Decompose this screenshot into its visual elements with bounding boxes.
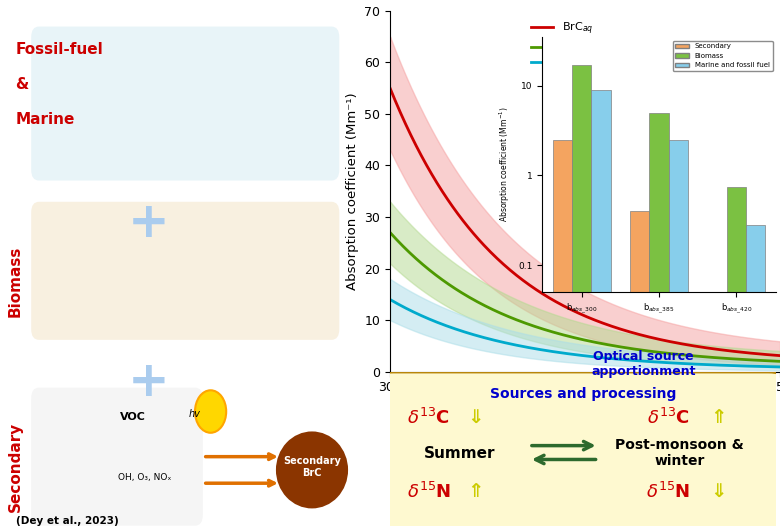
HULIS-n: [618, 344, 627, 350]
Text: (Dey et al., 2023): (Dey et al., 2023): [16, 516, 119, 526]
Ellipse shape: [276, 431, 348, 509]
Text: ⇓: ⇓: [466, 408, 483, 427]
Text: Post-monsoon &
winter: Post-monsoon & winter: [615, 438, 744, 468]
Bar: [746, 225, 765, 531]
HULIS-n: [624, 345, 633, 352]
Text: $\delta^{15}$N: $\delta^{15}$N: [646, 482, 690, 502]
Bar: [591, 90, 611, 531]
HULIS-a: [714, 362, 723, 369]
Text: $\delta^{13}$C: $\delta^{13}$C: [407, 408, 450, 428]
HULIS-n: [714, 355, 723, 361]
BrC$_{aq}$: [739, 349, 748, 356]
Text: hv: hv: [189, 409, 201, 419]
FancyBboxPatch shape: [31, 388, 203, 526]
FancyBboxPatch shape: [31, 202, 339, 340]
HULIS-a: [387, 297, 396, 303]
BrC$_{aq}$: [714, 346, 723, 353]
Text: Fossil-fuel: Fossil-fuel: [16, 42, 103, 57]
Y-axis label: Absorption coefficient (Mm⁻¹): Absorption coefficient (Mm⁻¹): [346, 92, 359, 290]
Legend: Secondary, Biomass, Marine and fossil fuel: Secondary, Biomass, Marine and fossil fu…: [672, 41, 773, 71]
HULIS-a: [616, 356, 626, 363]
HULIS-n: [616, 344, 626, 350]
Line: BrC$_{aq}$: BrC$_{aq}$: [390, 88, 780, 356]
Bar: [553, 140, 572, 531]
Text: Marine: Marine: [16, 112, 75, 126]
BrC$_{aq}$: [618, 327, 627, 333]
HULIS-a: [775, 364, 780, 370]
Text: Biomass: Biomass: [8, 246, 23, 317]
HULIS-n: [775, 358, 780, 364]
Text: $\delta^{15}$N: $\delta^{15}$N: [406, 482, 451, 502]
BrC$_{aq}$: [387, 88, 396, 95]
Text: OH, O₃, NOₓ: OH, O₃, NOₓ: [118, 474, 171, 482]
X-axis label: Wavelength (nm): Wavelength (nm): [517, 400, 653, 414]
HULIS-n: [387, 230, 396, 237]
Line: HULIS-a: HULIS-a: [390, 299, 780, 367]
Y-axis label: Absorption coefficient (Mm$^{-1}$): Absorption coefficient (Mm$^{-1}$): [498, 107, 512, 222]
FancyBboxPatch shape: [31, 27, 339, 181]
Legend: BrC$_{aq}$, HULIS-n, HULIS-a: BrC$_{aq}$, HULIS-n, HULIS-a: [526, 16, 611, 73]
Line: HULIS-n: HULIS-n: [390, 233, 780, 361]
BrC$_{aq}$: [775, 353, 780, 359]
BrC$_{aq}$: [624, 328, 633, 335]
Bar: [668, 140, 688, 531]
Text: VOC: VOC: [119, 412, 146, 422]
HULIS-n: [385, 229, 395, 236]
HULIS-a: [739, 363, 748, 369]
Text: +: +: [127, 199, 169, 247]
Bar: [630, 211, 650, 531]
Text: ⇑: ⇑: [710, 408, 726, 427]
HULIS-n: [739, 356, 748, 363]
HULIS-a: [624, 357, 633, 363]
Text: $\delta^{13}$C: $\delta^{13}$C: [647, 408, 690, 428]
Text: &: &: [16, 77, 29, 92]
BrC$_{aq}$: [616, 326, 626, 332]
Text: Summer: Summer: [424, 446, 495, 461]
Text: ⇑: ⇑: [466, 482, 483, 501]
Text: Secondary
BrC: Secondary BrC: [283, 457, 341, 478]
Text: Sources and processing: Sources and processing: [490, 387, 676, 401]
BrC$_{aq}$: [385, 85, 395, 91]
HULIS-a: [385, 296, 395, 303]
FancyBboxPatch shape: [378, 372, 780, 529]
Text: +: +: [127, 358, 169, 406]
Bar: [727, 187, 746, 531]
Bar: [650, 113, 668, 531]
Text: Secondary: Secondary: [8, 422, 23, 512]
Circle shape: [195, 390, 226, 433]
Text: ⇓: ⇓: [710, 482, 726, 501]
HULIS-a: [618, 356, 627, 363]
Bar: [572, 65, 591, 531]
Text: Optical source
apportionment: Optical source apportionment: [591, 350, 696, 378]
